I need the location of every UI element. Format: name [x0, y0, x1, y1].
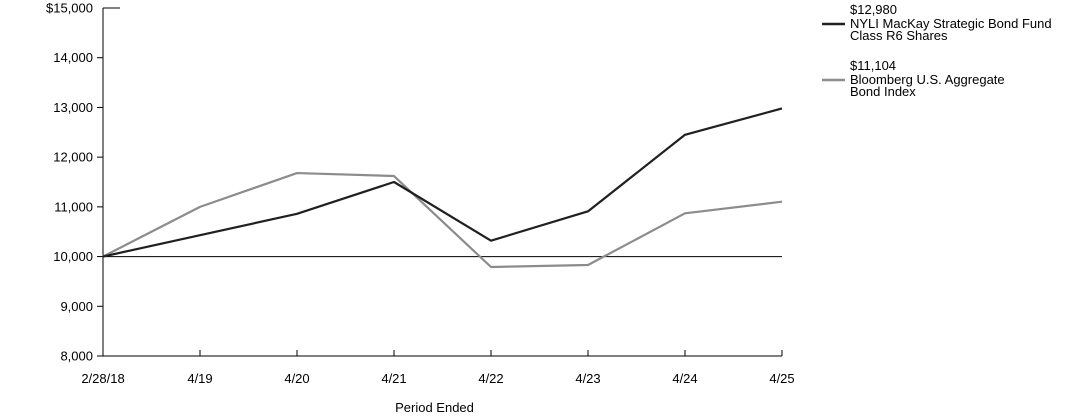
y-tick-label: $15,000 [46, 1, 93, 16]
x-tick-label: 4/23 [575, 371, 600, 386]
x-tick-label: 4/21 [381, 371, 406, 386]
x-tick-label: 4/19 [187, 371, 212, 386]
y-tick-label: 12,000 [53, 150, 93, 165]
x-tick-label: 4/20 [284, 371, 309, 386]
y-tick-label: 14,000 [53, 50, 93, 65]
legend-ending-value: $12,980 [850, 2, 897, 17]
y-tick-label: 11,000 [54, 199, 93, 214]
y-tick-label: 10,000 [53, 249, 93, 264]
legend-series-name: Bloomberg U.S. Aggregate [850, 72, 1005, 87]
x-axis: 2/28/18 4/19 4/20 4/21 4/22 4/23 4/24 4/25 [81, 350, 795, 386]
x-axis-title: Period Ended [395, 400, 474, 415]
x-tick-label: 4/25 [769, 371, 794, 386]
y-axis: 8,000 9,000 10,000 11,000 12,000 13,000 14,000… [46, 1, 120, 364]
x-tick-label: 4/22 [478, 371, 503, 386]
y-tick-label: 9,000 [60, 299, 93, 314]
y-tick-label: 13,000 [53, 100, 93, 115]
x-tick-label: 4/24 [672, 371, 697, 386]
series-lines [102, 107, 783, 269]
legend-ending-value: $11,104 [850, 58, 896, 73]
legend-series-name: NYLI MacKay Strategic Bond Fund [850, 16, 1052, 31]
x-tick-label: 2/28/18 [81, 371, 124, 386]
series-line-1 [102, 171, 783, 269]
y-tick-label: 8,000 [60, 349, 93, 364]
legend-series-name: Class R6 Shares [850, 28, 948, 43]
series-line-0 [102, 107, 783, 258]
legend-series-name: Bond Index [850, 84, 916, 99]
